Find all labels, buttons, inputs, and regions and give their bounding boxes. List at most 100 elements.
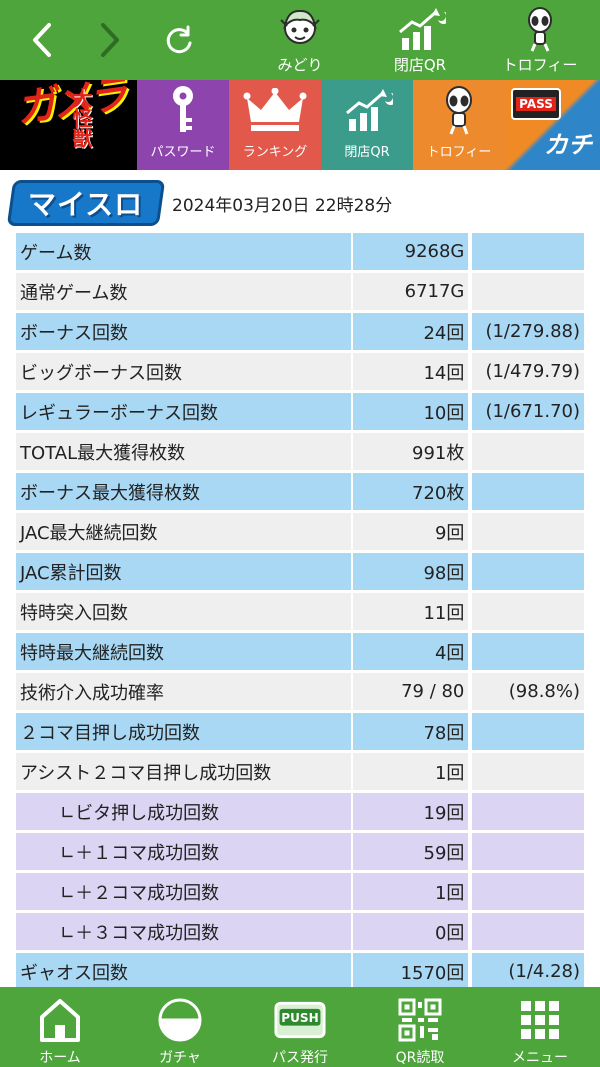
row-label: ゲーム数 xyxy=(16,233,351,270)
svg-text:PUSH: PUSH xyxy=(281,1011,318,1025)
row-ratio: (1/479.79) xyxy=(472,353,584,390)
home-icon xyxy=(34,995,86,1045)
gacha-capsule-icon xyxy=(154,995,206,1045)
row-value: 9回 xyxy=(352,513,469,550)
row-label: TOTAL最大獲得枚数 xyxy=(16,433,351,470)
game-logo[interactable]: ガメラ 大怪獣 xyxy=(0,80,137,170)
row-ratio xyxy=(472,273,584,310)
tab-label: ガチャ xyxy=(159,1050,201,1066)
tile-closing-qr[interactable]: 閉店QR xyxy=(321,80,413,170)
row-ratio xyxy=(472,233,584,270)
tab-menu[interactable]: メニュー xyxy=(480,987,600,1067)
tile-pass-kachinavi[interactable]: PASS カチ xyxy=(505,80,600,170)
row-value: 1回 xyxy=(352,873,469,910)
row-label: ビッグボーナス回数 xyxy=(16,353,351,390)
row-value: 19回 xyxy=(352,793,469,830)
row-value: 79 / 80 xyxy=(352,673,469,710)
row-value: 6717G xyxy=(352,273,469,310)
tab-pass-issue[interactable]: PUSH パス発行 xyxy=(240,987,360,1067)
row-ratio xyxy=(472,713,584,750)
row-value: 9268G xyxy=(352,233,469,270)
row-label: ボーナス回数 xyxy=(16,313,351,350)
table-row: ボーナス最大獲得枚数 720枚 xyxy=(16,473,584,513)
row-value: 4回 xyxy=(352,633,469,670)
row-ratio xyxy=(472,433,584,470)
table-row: JAC最大継続回数 9回 xyxy=(16,513,584,553)
top-nav-bar: みどり 閉店QR トロフィー xyxy=(0,0,600,80)
row-ratio xyxy=(472,593,584,630)
nav-item-midori[interactable]: みどり xyxy=(258,6,342,76)
table-row: 通常ゲーム数 6717G xyxy=(16,273,584,313)
menu-banner: ガメラ 大怪獣 パスワード ランキング 閉店QR トロフィー PASS カチ xyxy=(0,80,600,170)
tile-password[interactable]: パスワード xyxy=(137,80,229,170)
tab-home[interactable]: ホーム xyxy=(0,987,120,1067)
refresh-icon xyxy=(166,25,192,54)
tile-label: 閉店QR xyxy=(344,145,390,160)
pass-badge: PASS xyxy=(511,88,561,120)
myslo-logo-text: マイスロ xyxy=(28,188,144,221)
row-value: 10回 xyxy=(352,393,469,430)
tab-label: メニュー xyxy=(512,1050,568,1066)
row-ratio xyxy=(472,553,584,590)
row-label: ボーナス最大獲得枚数 xyxy=(16,473,351,510)
row-value: 991枚 xyxy=(352,433,469,470)
back-button[interactable] xyxy=(22,18,62,62)
table-row-sub: ∟＋１コマ成功回数 59回 xyxy=(16,833,584,873)
play-data-table: ゲーム数 9268G 通常ゲーム数 6717G ボーナス回数 24回 (1/27… xyxy=(16,233,584,993)
forward-button[interactable] xyxy=(90,18,130,62)
row-ratio xyxy=(472,513,584,550)
bottom-tab-bar: ホーム ガチャ PUSH パス発行 QR読取 メニュー xyxy=(0,987,600,1067)
alien-trophy-icon xyxy=(514,6,566,52)
row-ratio xyxy=(472,833,584,870)
row-value: 98回 xyxy=(352,553,469,590)
row-label: JAC最大継続回数 xyxy=(16,513,351,550)
tile-ranking[interactable]: ランキング xyxy=(229,80,321,170)
tab-qr-scan[interactable]: QR読取 xyxy=(360,987,480,1067)
row-value: 78回 xyxy=(352,713,469,750)
bar-chart-moon-icon xyxy=(394,6,446,52)
row-label: レギュラーボーナス回数 xyxy=(16,393,351,430)
row-ratio xyxy=(472,633,584,670)
grid-menu-icon xyxy=(514,995,566,1045)
table-row-sub: ∟＋３コマ成功回数 0回 xyxy=(16,913,584,953)
row-label: 技術介入成功確率 xyxy=(16,673,351,710)
bar-chart-moon-icon xyxy=(341,85,393,135)
alien-trophy-icon xyxy=(439,85,479,135)
row-ratio xyxy=(472,873,584,910)
row-value: 1回 xyxy=(352,753,469,790)
row-ratio: (98.8%) xyxy=(472,673,584,710)
push-button-icon: PUSH xyxy=(274,995,326,1045)
nav-label: トロフィー xyxy=(502,56,578,74)
qr-code-icon xyxy=(394,995,446,1045)
table-row: JAC累計回数 98回 xyxy=(16,553,584,593)
table-row: アシスト２コマ目押し成功回数 1回 xyxy=(16,753,584,793)
tile-label: トロフィー xyxy=(426,145,492,160)
table-row: 特時突入回数 11回 xyxy=(16,593,584,633)
table-row: ボーナス回数 24回 (1/279.88) xyxy=(16,313,584,353)
logo-subtitle: 大怪獣 xyxy=(69,88,93,148)
table-row: TOTAL最大獲得枚数 991枚 xyxy=(16,433,584,473)
table-row: レギュラーボーナス回数 10回 (1/671.70) xyxy=(16,393,584,433)
key-icon xyxy=(168,85,198,135)
table-row: ２コマ目押し成功回数 78回 xyxy=(16,713,584,753)
row-value: 11回 xyxy=(352,593,469,630)
crown-icon xyxy=(243,85,307,135)
row-ratio: (1/279.88) xyxy=(472,313,584,350)
tile-label: パスワード xyxy=(150,145,216,160)
row-label: JAC累計回数 xyxy=(16,553,351,590)
tab-gacha[interactable]: ガチャ xyxy=(120,987,240,1067)
character-avatar-icon xyxy=(274,6,326,52)
row-value: 1570回 xyxy=(352,953,469,990)
row-ratio: (1/671.70) xyxy=(472,393,584,430)
table-row: ギャオス回数 1570回 (1/4.28) xyxy=(16,953,584,993)
row-ratio xyxy=(472,473,584,510)
tab-label: パス発行 xyxy=(272,1050,328,1066)
row-value: 24回 xyxy=(352,313,469,350)
tile-label: ランキング xyxy=(242,145,308,160)
nav-item-closing-qr[interactable]: 閉店QR xyxy=(378,6,462,76)
nav-item-trophy[interactable]: トロフィー xyxy=(498,6,582,76)
refresh-button[interactable] xyxy=(159,18,199,62)
row-ratio xyxy=(472,753,584,790)
row-value: 720枚 xyxy=(352,473,469,510)
tile-trophy[interactable]: トロフィー xyxy=(413,80,505,170)
